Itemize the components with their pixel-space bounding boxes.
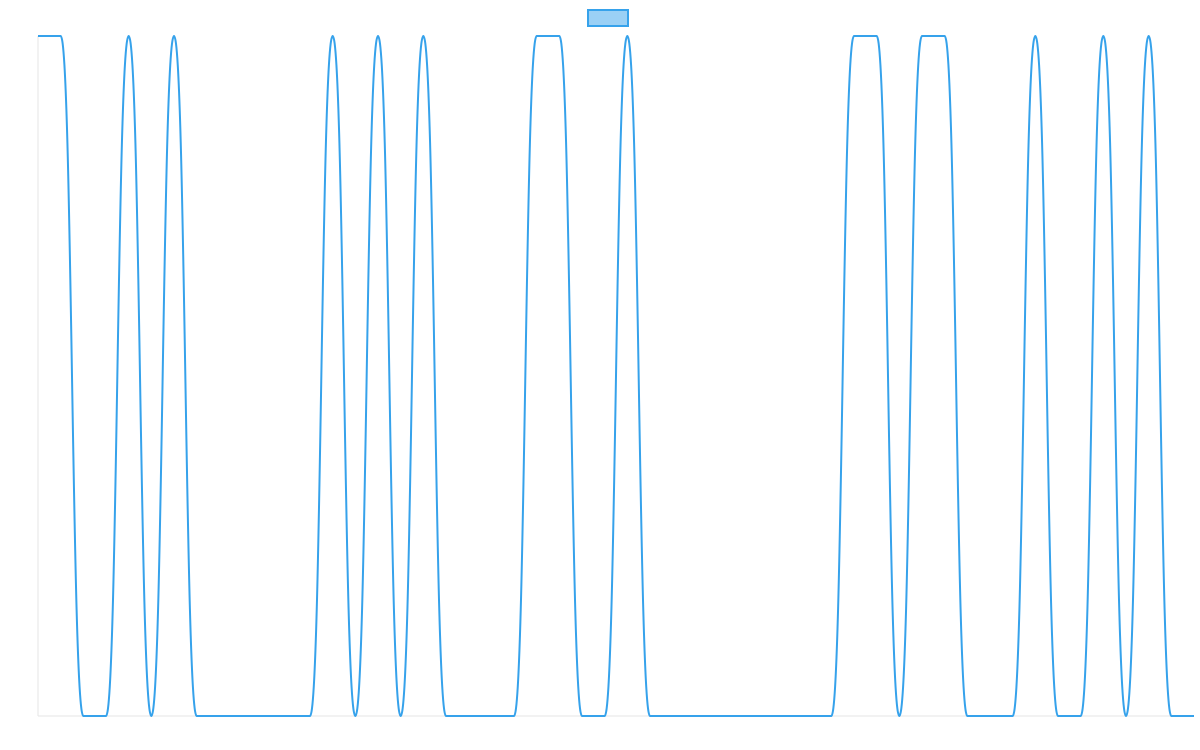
series-line xyxy=(38,35,1194,717)
legend-swatch[interactable] xyxy=(587,9,629,27)
series-layer xyxy=(38,35,1194,717)
legend[interactable] xyxy=(587,9,629,27)
